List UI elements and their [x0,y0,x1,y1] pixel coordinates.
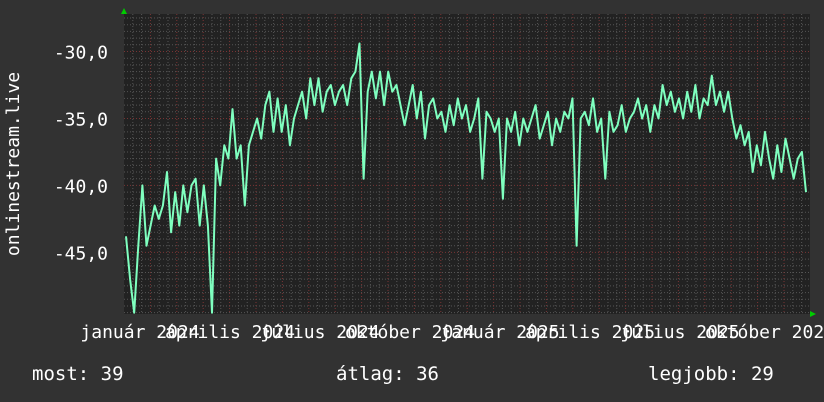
x-tick-label: április 2024 [165,322,295,343]
x-tick-label: április 2025 [525,322,655,343]
x-axis-arrow-icon [810,311,816,317]
legend-best: legjobb: 29 [648,363,774,385]
x-tick-label: július 2025 [620,322,739,343]
x-tick-label: január 2024 [80,322,199,343]
y-tick-label: -40,0 [54,176,108,197]
grid [124,14,810,314]
y-tick-label: -30,0 [54,43,108,64]
legend-current: most: 39 [32,363,124,385]
x-tick-label: január 2025 [440,322,559,343]
y-axis: -30,0 -35,0 -40,0 -45,0 [54,43,108,265]
y-tick-label: -35,0 [54,109,108,130]
legend-average: átlag: 36 [336,363,439,385]
x-tick-label: október 2024 [345,322,475,343]
y-tick-label: -45,0 [54,243,108,264]
x-tick-label: július 2024 [260,322,379,343]
data-line [125,42,807,314]
x-tick-label: október 2025 [705,322,824,343]
y-axis-label: onlinestream.live [3,72,24,256]
y-axis-arrow-icon [121,8,127,14]
